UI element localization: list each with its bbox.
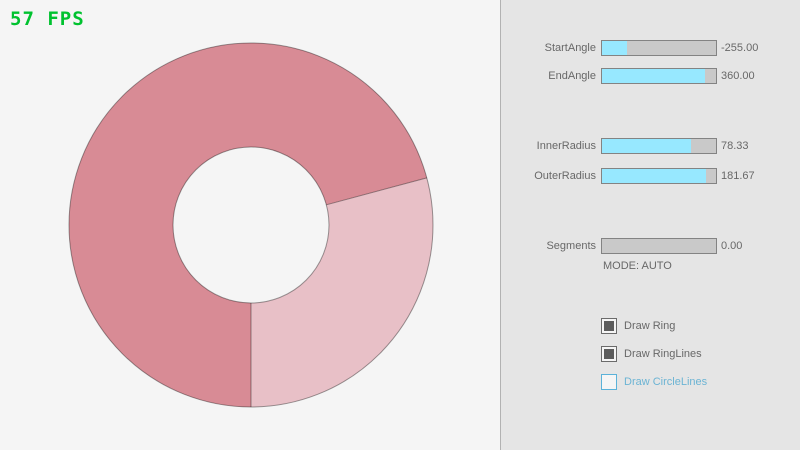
outerradius-slider[interactable] (601, 168, 717, 184)
controls-panel: StartAngle -255.00 EndAngle 360.00 Inner… (500, 0, 800, 450)
segments-slider[interactable] (601, 238, 717, 254)
innerradius-value: 78.33 (721, 140, 749, 152)
slider-row-startangle: StartAngle -255.00 (501, 40, 800, 56)
draw-circlelines-checkbox[interactable] (601, 374, 617, 390)
innerradius-label: InnerRadius (536, 140, 596, 152)
startangle-label: StartAngle (544, 42, 596, 54)
startangle-value: -255.00 (721, 42, 759, 54)
endangle-label: EndAngle (548, 70, 596, 82)
endangle-value: 360.00 (721, 70, 755, 82)
outerradius-label: OuterRadius (534, 170, 596, 182)
fps-counter: 57 FPS (10, 8, 85, 30)
drawing-canvas: 57 FPS (10, 8, 434, 408)
outerradius-value: 181.67 (721, 170, 755, 182)
draw-circlelines-label: Draw CircleLines (624, 376, 708, 388)
slider-row-segments: Segments 0.00 (501, 238, 800, 254)
checkbox-draw-circlelines[interactable]: Draw CircleLines (501, 374, 800, 390)
endangle-slider-fill (602, 69, 705, 83)
innerradius-slider[interactable] (601, 138, 717, 154)
outerradius-slider-fill (602, 169, 706, 183)
segments-mode-text: MODE: AUTO (603, 260, 672, 272)
segments-value: 0.00 (721, 240, 743, 252)
checkbox-draw-ringlines[interactable]: Draw RingLines (501, 346, 800, 362)
draw-ring-checkbox[interactable] (601, 318, 617, 334)
ring-chart (68, 42, 434, 408)
segments-label: Segments (546, 240, 596, 252)
draw-ringlines-checkbox[interactable] (601, 346, 617, 362)
draw-ringlines-label: Draw RingLines (624, 348, 702, 360)
startangle-slider[interactable] (601, 40, 717, 56)
draw-ring-label: Draw Ring (624, 320, 676, 332)
slider-row-endangle: EndAngle 360.00 (501, 68, 800, 84)
startangle-slider-fill (602, 41, 628, 55)
slider-row-outerradius: OuterRadius 181.67 (501, 168, 800, 184)
checkbox-draw-ring[interactable]: Draw Ring (501, 318, 800, 334)
innerradius-slider-fill (602, 139, 691, 153)
slider-row-innerradius: InnerRadius 78.33 (501, 138, 800, 154)
endangle-slider[interactable] (601, 68, 717, 84)
